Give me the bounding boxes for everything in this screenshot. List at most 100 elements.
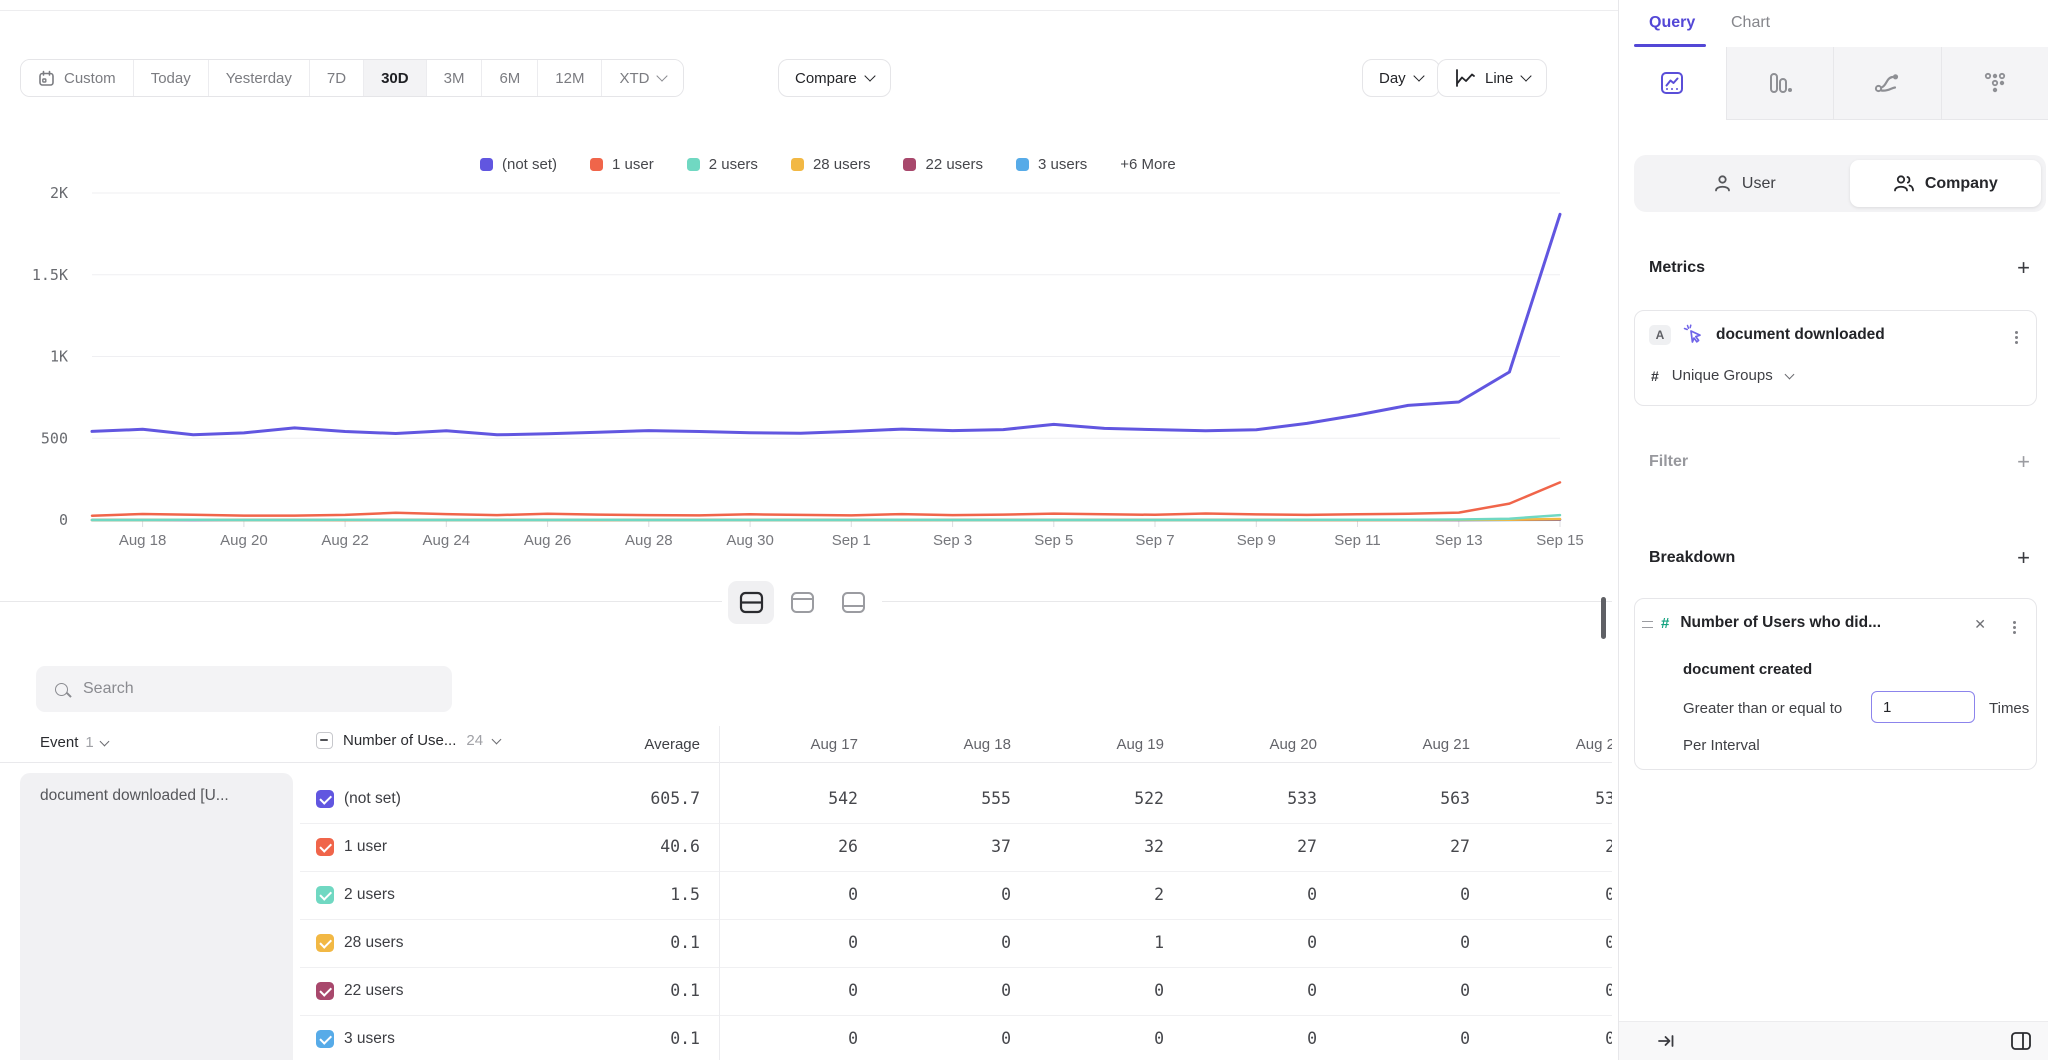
row-value: 533 — [1287, 789, 1317, 808]
table-row[interactable]: 1 user 40.6 26 37 32 27 27 2 — [300, 823, 1612, 872]
chart-type-flow-cell[interactable] — [1833, 47, 1941, 120]
event-column-header[interactable]: Event 1 — [40, 734, 110, 751]
add-metric-button[interactable]: + — [2017, 255, 2030, 280]
times-value-input[interactable] — [1871, 691, 1975, 723]
svg-text:500: 500 — [41, 429, 68, 447]
breakdown-menu-icon[interactable] — [2013, 626, 2016, 629]
row-value: 555 — [981, 789, 1011, 808]
range-today[interactable]: Today — [133, 60, 209, 96]
chart-type-more-cell[interactable] — [1940, 47, 2048, 120]
table-row[interactable]: 3 users 0.1 0 0 0 0 0 0 — [300, 1015, 1612, 1060]
chart-type-bar-cell[interactable] — [1725, 47, 1833, 120]
breakdown-property-name[interactable]: Number of Users who did... — [1680, 614, 1882, 631]
row-value: 2 — [1154, 885, 1164, 904]
row-checkbox[interactable] — [316, 982, 334, 1000]
range-custom[interactable]: Custom — [21, 60, 134, 96]
legend-22-users[interactable]: 22 users — [903, 156, 983, 173]
metric-event-name[interactable]: document downloaded — [1716, 325, 1885, 343]
range-7d[interactable]: 7D — [309, 60, 365, 96]
legend-more[interactable]: +6 More — [1120, 156, 1176, 173]
layout-top-button[interactable] — [779, 581, 825, 624]
legend-swatch — [903, 158, 917, 171]
row-checkbox[interactable] — [316, 838, 334, 856]
row-value: 0 — [1154, 1029, 1164, 1048]
row-checkbox[interactable] — [316, 886, 334, 904]
check-icon — [318, 935, 332, 948]
row-value: 563 — [1440, 789, 1470, 808]
table-row[interactable]: 28 users 0.1 0 0 1 0 0 0 — [300, 919, 1612, 968]
layout-bottom-button[interactable] — [830, 581, 876, 624]
granularity-button[interactable]: Day — [1362, 59, 1440, 97]
chevron-down-icon — [864, 70, 876, 82]
row-value: 0 — [1154, 981, 1164, 1000]
add-filter-button[interactable]: + — [2017, 449, 2030, 474]
collapse-panel-icon[interactable] — [1657, 1032, 1675, 1050]
event-name-cell[interactable]: document downloaded [U... — [20, 773, 293, 1060]
table-header-border — [0, 762, 1612, 763]
row-value: 37 — [991, 837, 1011, 856]
row-value: 53 — [1595, 789, 1612, 808]
check-icon — [318, 839, 332, 852]
company-icon — [1893, 175, 1914, 192]
breakdown-hash-icon: # — [1661, 614, 1670, 632]
range-30d[interactable]: 30D — [364, 60, 427, 96]
search-input[interactable] — [81, 679, 415, 699]
layout-split-button[interactable] — [728, 581, 774, 624]
svg-text:Sep 1: Sep 1 — [832, 532, 871, 549]
range-xtd[interactable]: XTD — [602, 60, 684, 96]
row-label: 3 users — [344, 1030, 395, 1047]
legend-2-users[interactable]: 2 users — [686, 156, 758, 173]
table-column-divider — [719, 726, 720, 1060]
row-value: 0 — [1001, 981, 1011, 1000]
close-icon[interactable]: ✕ — [1974, 616, 1986, 632]
select-all-checkbox[interactable] — [316, 732, 333, 749]
svg-text:Sep 15: Sep 15 — [1536, 532, 1584, 549]
range-12m[interactable]: 12M — [538, 60, 603, 96]
chart-type-button[interactable]: Line — [1437, 59, 1548, 97]
row-checkbox[interactable] — [316, 790, 334, 808]
svg-text:Aug 26: Aug 26 — [524, 532, 572, 549]
entity-option-user[interactable]: User — [1639, 160, 1850, 207]
svg-text:0: 0 — [59, 511, 68, 529]
tab-query[interactable]: Query — [1649, 14, 1696, 31]
split-view-icon[interactable] — [2010, 1031, 2032, 1051]
range-6m[interactable]: 6M — [482, 60, 539, 96]
row-value: 0 — [848, 1029, 858, 1048]
row-checkbox[interactable] — [316, 934, 334, 952]
date-column-aug-17: Aug 17 — [810, 736, 858, 753]
per-interval-label[interactable]: Per Interval — [1683, 737, 1760, 754]
query-panel: Query Chart — [1618, 0, 2048, 1060]
legend-1-user[interactable]: 1 user — [590, 156, 654, 173]
table-scrollbar[interactable] — [1601, 597, 1606, 639]
compare-button[interactable]: Compare — [778, 59, 891, 97]
legend-3-users[interactable]: 3 users — [1016, 156, 1087, 173]
add-breakdown-button[interactable]: + — [2017, 545, 2030, 570]
row-value: 0 — [1307, 981, 1317, 1000]
breakdown-card[interactable]: # Number of Users who did... ✕ document … — [1634, 598, 2037, 770]
tab-chart[interactable]: Chart — [1731, 14, 1771, 31]
aggregation-selector[interactable]: Unique Groups — [1671, 367, 1773, 384]
range-yesterday[interactable]: Yesterday — [208, 60, 310, 96]
drag-handle-icon[interactable] — [1642, 621, 1653, 628]
table-row[interactable]: (not set) 605.7 542 555 522 533 563 53 — [300, 775, 1612, 824]
entity-option-company[interactable]: Company — [1849, 160, 2041, 207]
table-row[interactable]: 22 users 0.1 0 0 0 0 0 0 — [300, 967, 1612, 1016]
metric-card[interactable]: A document downloaded # Unique Groups — [1634, 310, 2037, 406]
row-average-value: 0.1 — [670, 1029, 700, 1048]
search-icon — [55, 682, 68, 696]
row-value: 0 — [1605, 1029, 1612, 1048]
row-value: 26 — [838, 837, 858, 856]
row-checkbox[interactable] — [316, 1030, 334, 1048]
legend-not-set[interactable]: (not set) — [480, 156, 557, 173]
range-3m[interactable]: 3M — [426, 60, 483, 96]
row-value: 1 — [1154, 933, 1164, 952]
breakdown-condition-label[interactable]: Greater than or equal to — [1683, 700, 1843, 717]
table-row[interactable]: 2 users 1.5 0 0 2 0 0 0 — [300, 871, 1612, 920]
search-box — [36, 666, 452, 712]
metric-menu-icon[interactable] — [2015, 336, 2018, 339]
legend-28-users[interactable]: 28 users — [790, 156, 870, 173]
group-column-header[interactable]: Number of Use... 24 — [316, 732, 502, 749]
chart-type-line-cell[interactable] — [1619, 47, 1726, 120]
metrics-title: Metrics — [1649, 259, 1706, 276]
row-value: 0 — [1460, 885, 1470, 904]
